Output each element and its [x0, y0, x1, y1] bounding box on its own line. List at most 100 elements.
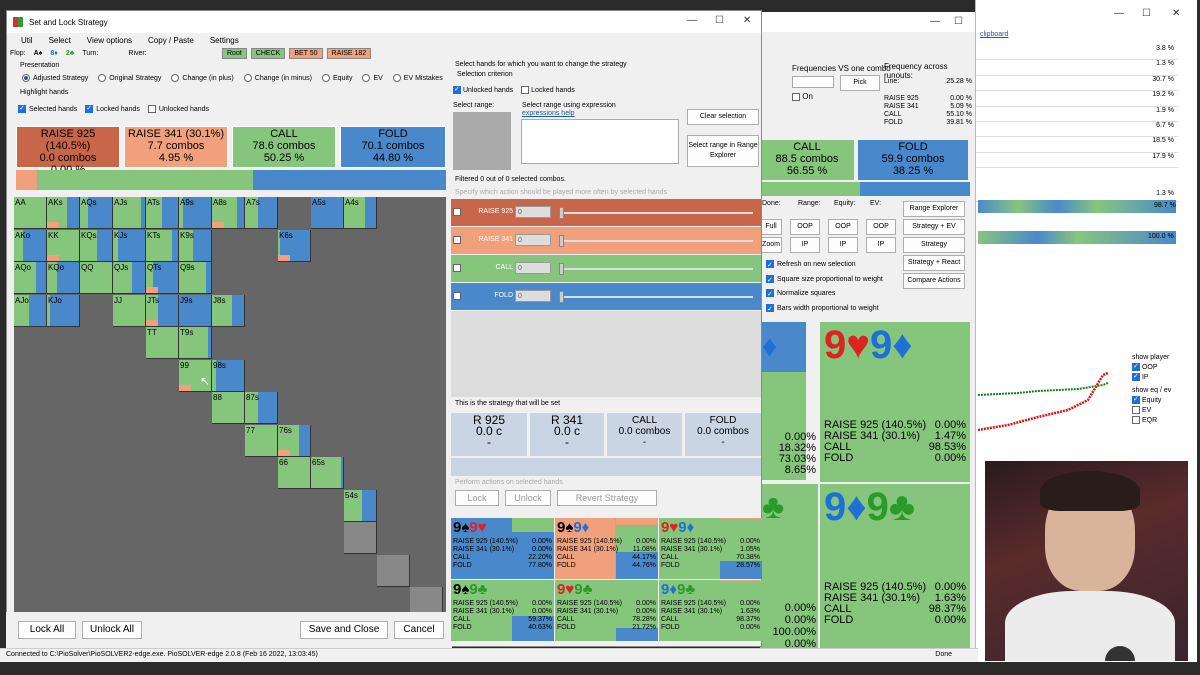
slider-thumb[interactable]: [559, 235, 564, 247]
combo-tile-3[interactable]: 9♠9♣ RAISE 925 (140.5%) 0.00% RAISE 341 (30…: [451, 580, 554, 641]
hand-cell-J8s[interactable]: J8s: [212, 294, 245, 327]
ip-player-checkbox[interactable]: [1132, 372, 1140, 382]
ip-button-2[interactable]: IP: [828, 237, 858, 253]
slider-value-input[interactable]: 0: [515, 262, 551, 274]
minimize-icon-2[interactable]: —: [1114, 8, 1124, 19]
full-button[interactable]: Full: [760, 219, 782, 235]
combo-tile-0[interactable]: 9♠9♥ RAISE 925 (140.5%) 0.00% RAISE 341 (30…: [451, 518, 554, 579]
combo-tile-9d9c[interactable]: 9♦9♣ RAISE 925 (140.5%) 0.00% RAISE 341 (3…: [820, 484, 970, 652]
menu-settings[interactable]: Settings: [209, 35, 239, 45]
combo-input[interactable]: [792, 76, 834, 88]
hand-cell-54s[interactable]: 54s: [344, 489, 377, 522]
pick-button[interactable]: Pick: [840, 75, 880, 91]
hand-cell-AKo[interactable]: AKo: [14, 229, 47, 262]
maximize-icon[interactable]: ☐: [715, 15, 724, 26]
minimize-icon[interactable]: —: [687, 15, 697, 26]
strategy-ev-button[interactable]: Strategy + EV: [903, 219, 965, 235]
slider-checkbox[interactable]: [453, 236, 461, 244]
hand-cell-QQ[interactable]: QQ: [80, 262, 113, 294]
view-option-0[interactable]: Refresh on new selection: [766, 258, 883, 274]
nav-check[interactable]: CHECK: [250, 48, 286, 59]
slider-value-input[interactable]: 0: [515, 234, 551, 246]
close-icon[interactable]: ✕: [743, 15, 752, 26]
unlock-button[interactable]: Unlock: [505, 490, 551, 506]
expressions-help-link[interactable]: expressions help: [522, 110, 575, 117]
slider-value-input[interactable]: 0: [515, 290, 551, 302]
hand-cell-A8s[interactable]: A8s: [212, 197, 245, 229]
hand-cell-J9s[interactable]: J9s: [179, 294, 212, 327]
select-range-explorer-button[interactable]: Select range in Range Explorer: [687, 135, 759, 167]
hand-cell-A5s[interactable]: A5s: [311, 197, 344, 229]
hand-cell-99[interactable]: 99: [179, 359, 212, 392]
hand-cell-T9s[interactable]: T9s: [179, 327, 212, 359]
hand-cell-KJs[interactable]: KJs: [113, 229, 146, 262]
hand-cell-JJ[interactable]: JJ: [113, 294, 146, 327]
hand-cell-76s[interactable]: 76s: [278, 424, 311, 457]
slider-thumb[interactable]: [559, 291, 564, 303]
presentation-option-3[interactable]: Change (in minus): [243, 74, 312, 82]
hand-cell-QTs[interactable]: QTs: [146, 262, 179, 294]
strategy-button[interactable]: Strategy: [903, 237, 965, 253]
presentation-option-4[interactable]: Equity: [321, 74, 352, 82]
slider-checkbox[interactable]: [453, 264, 461, 272]
unlocked-hands-checkbox[interactable]: [453, 85, 461, 94]
hand-cell-AQs[interactable]: AQs: [80, 197, 113, 229]
hand-cell-Q9s[interactable]: Q9s: [179, 262, 212, 294]
minimize-icon[interactable]: —: [930, 16, 940, 27]
hand-cell-66[interactable]: 66: [278, 457, 311, 489]
hand-cell-ATs[interactable]: ATs: [146, 197, 179, 229]
highlight-option-1[interactable]: Locked hands: [85, 104, 140, 113]
presentation-option-0[interactable]: Adjusted Strategy: [22, 74, 88, 82]
maximize-icon-2[interactable]: ☐: [1142, 8, 1151, 19]
highlight-option-0[interactable]: Selected hands: [18, 104, 77, 113]
highlight-option-2[interactable]: Unlocked hands: [147, 105, 209, 113]
unlock-all-button[interactable]: Unlock All: [82, 621, 142, 639]
hand-cell-A7s[interactable]: A7s: [245, 197, 278, 229]
hand-cell-JTs[interactable]: JTs: [146, 294, 179, 327]
clipboard-link[interactable]: clipboard: [980, 31, 1009, 38]
hand-cell-88[interactable]: 88: [212, 392, 245, 424]
hand-cell-A9s[interactable]: A9s: [179, 197, 212, 229]
hand-cell-K6s[interactable]: K6s: [278, 229, 311, 262]
range-grid[interactable]: AA AKs AQs AJs ATs A9s A8s A7s A5s A4s AKo KK KQs KJs…: [14, 197, 446, 619]
hand-cell-65s[interactable]: 65s: [311, 457, 344, 489]
hand-cell-KQo[interactable]: KQo: [47, 262, 80, 294]
eqr-checkbox[interactable]: [1132, 416, 1140, 425]
slider-value-input[interactable]: 0: [515, 206, 551, 218]
clear-selection-button[interactable]: Clear selection: [687, 109, 759, 125]
presentation-option-2[interactable]: Change (in plus): [171, 74, 234, 82]
ev-checkbox[interactable]: [1132, 406, 1140, 415]
save-close-button[interactable]: Save and Close: [300, 621, 388, 639]
revert-strategy-button[interactable]: Revert Strategy: [557, 490, 657, 506]
combo-tile-4[interactable]: 9♥9♣ RAISE 925 (140.5%) 0.00% RAISE 341 (30…: [555, 580, 658, 641]
hand-cell-77[interactable]: 77: [245, 424, 278, 457]
compare-actions-button[interactable]: Compare Actions: [903, 273, 965, 289]
zoom-button[interactable]: Zoom: [760, 237, 782, 253]
view-option-3[interactable]: Bars width proportional to weight: [766, 302, 883, 317]
lock-button[interactable]: Lock: [455, 490, 499, 506]
nav-root[interactable]: Root: [222, 48, 247, 59]
hand-cell-KJo[interactable]: KJo: [47, 294, 80, 327]
presentation-option-5[interactable]: EV: [362, 74, 383, 82]
hand-cell-TT[interactable]: TT: [146, 327, 179, 359]
range-explorer-button[interactable]: Range Explorer: [903, 201, 965, 217]
slider-thumb[interactable]: [559, 207, 564, 219]
hand-cell-K9s[interactable]: K9s: [179, 229, 212, 262]
slider-checkbox[interactable]: [453, 292, 461, 300]
hand-cell-87s[interactable]: 87s: [245, 392, 278, 424]
close-icon-2[interactable]: ✕: [1172, 8, 1181, 19]
slider-thumb[interactable]: [559, 263, 564, 275]
hand-cell-AA[interactable]: AA: [14, 197, 47, 229]
ip-button-1[interactable]: IP: [790, 237, 820, 253]
hand-cell-AJo[interactable]: AJo: [14, 294, 47, 327]
hand-cell-98s[interactable]: 98s: [212, 359, 245, 392]
hand-cell-AJs[interactable]: AJs: [113, 197, 146, 229]
menu-view-options[interactable]: View options: [86, 35, 133, 45]
nav-bet-50[interactable]: BET 50: [289, 48, 323, 59]
hand-cell-KTs[interactable]: KTs: [146, 229, 179, 262]
equity-checkbox[interactable]: [1132, 395, 1140, 405]
cancel-button[interactable]: Cancel: [394, 621, 444, 639]
hand-cell-A4s[interactable]: A4s: [344, 197, 377, 229]
presentation-option-6[interactable]: EV Mistakes: [392, 74, 443, 82]
slider-checkbox[interactable]: [453, 208, 461, 216]
